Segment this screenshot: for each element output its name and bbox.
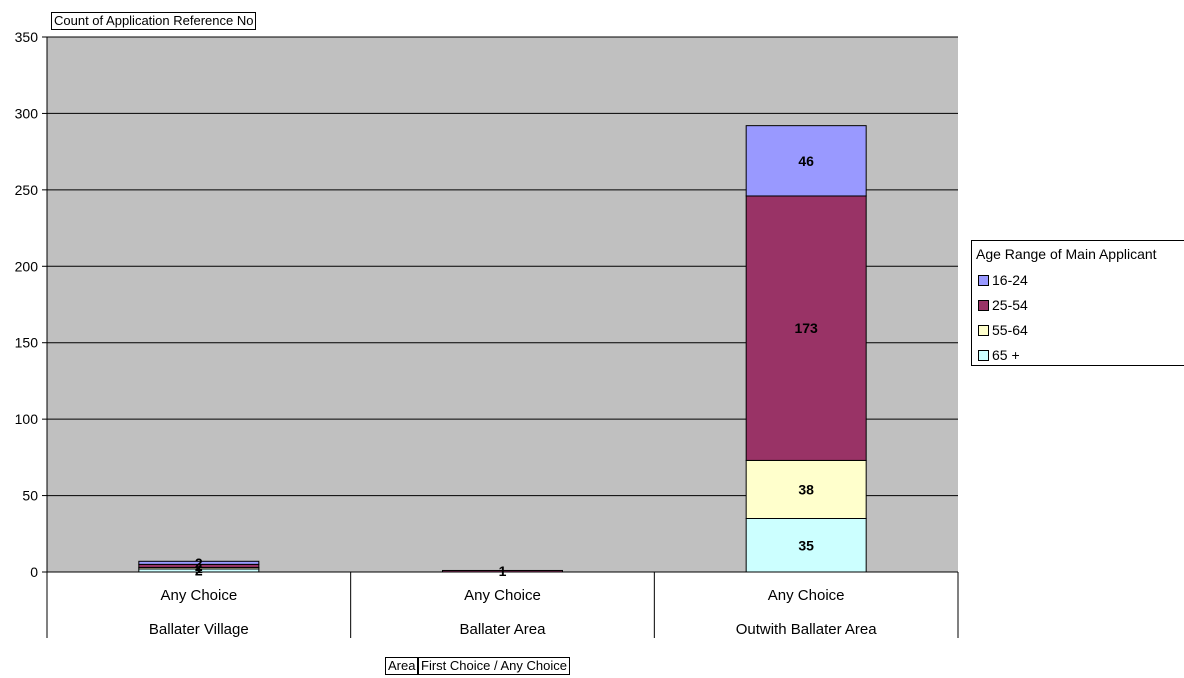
legend-label: 65 +	[992, 347, 1020, 363]
legend-label: 25-54	[992, 297, 1028, 313]
legend-swatch	[978, 349, 989, 361]
legend-title: Age Range of Main Applicant	[976, 246, 1157, 262]
data-label: 1	[499, 563, 507, 579]
y-tick-label: 200	[15, 258, 39, 274]
y-axis: 0 50 100 150 200 250 300 350	[15, 29, 48, 580]
x-category-area-label: Outwith Ballater Area	[736, 621, 878, 638]
legend-swatch	[978, 299, 989, 311]
x-category-choice-label: Any Choice	[768, 587, 845, 604]
y-tick-label: 150	[15, 335, 39, 351]
x-category-choice-label: Any Choice	[160, 587, 237, 604]
x-category-choice-label: Any Choice	[464, 587, 541, 604]
legend-label: 55-64	[992, 322, 1028, 338]
x-field-area-button[interactable]: Area	[385, 657, 419, 675]
legend-item: 55-64	[978, 321, 1028, 339]
data-label: 35	[798, 537, 814, 553]
bar-segment	[745, 125, 867, 197]
legend: Age Range of Main Applicant 16-24 25-54 55…	[971, 240, 1184, 366]
legend-item: 65 +	[978, 346, 1020, 364]
legend-item: 16-24	[978, 271, 1028, 289]
y-tick-label: 100	[15, 411, 39, 427]
data-label: 2	[195, 555, 203, 571]
legend-swatch	[978, 274, 989, 286]
x-field-choice-button[interactable]: First Choice / Any Choice	[418, 657, 570, 675]
y-tick-label: 250	[15, 182, 39, 198]
y-tick-label: 50	[22, 488, 38, 504]
legend-item: 25-54	[978, 296, 1028, 314]
y-tick-label: 0	[30, 564, 38, 580]
bar-segment	[138, 560, 260, 565]
x-category-area-label: Ballater Village	[149, 621, 249, 638]
x-category-area-label: Ballater Area	[460, 621, 547, 638]
x-axis: Any Choice Ballater Village Any Choice Ball…	[46, 571, 959, 638]
data-label: 38	[798, 481, 814, 497]
y-tick-label: 300	[15, 105, 39, 121]
bar-segment	[745, 459, 867, 519]
bar-segment	[745, 195, 867, 461]
data-label: 1	[195, 560, 203, 576]
y-field-button[interactable]: Count of Application Reference No	[51, 12, 257, 30]
data-label: 2	[195, 562, 203, 578]
data-label: 2	[195, 558, 203, 574]
data-label: 173	[794, 320, 818, 336]
legend-swatch	[978, 324, 989, 336]
legend-label: 16-24	[992, 272, 1028, 288]
data-label: 46	[798, 153, 814, 169]
y-tick-label: 350	[15, 29, 39, 45]
